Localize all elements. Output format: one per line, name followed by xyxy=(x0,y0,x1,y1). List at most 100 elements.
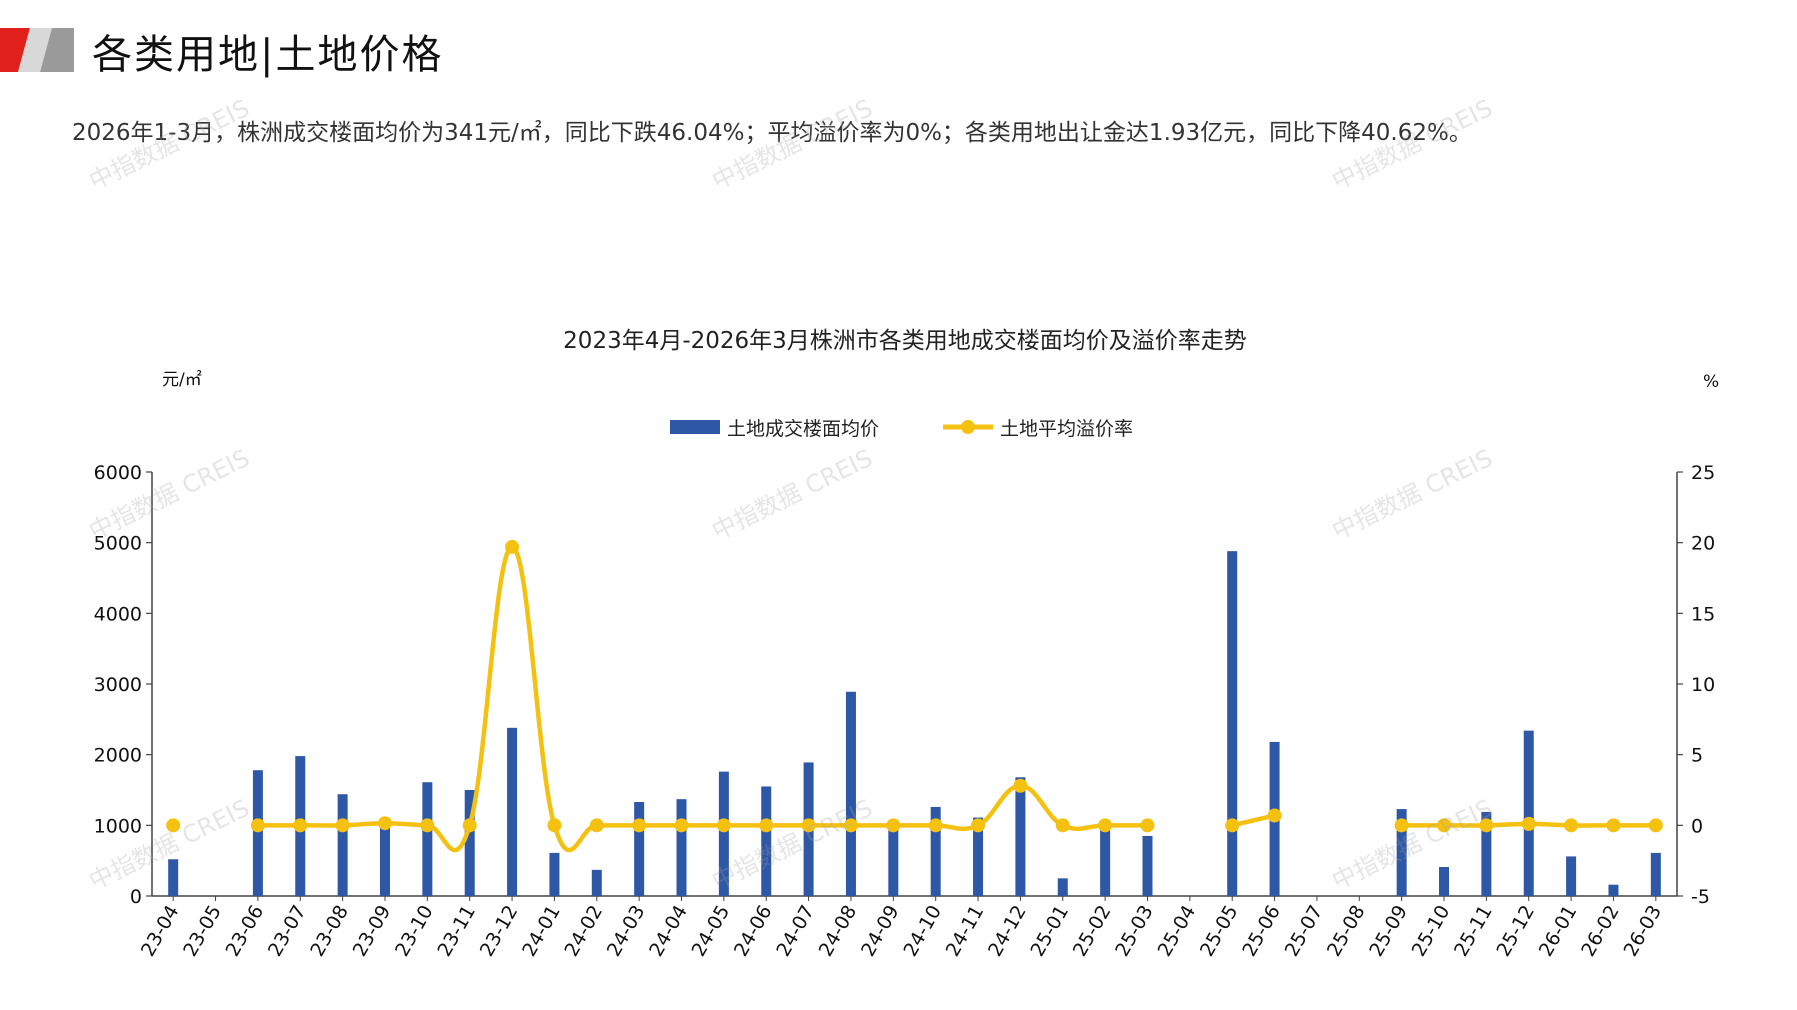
line-point xyxy=(293,818,308,833)
bar xyxy=(379,821,390,896)
bar xyxy=(1608,884,1619,896)
line-point xyxy=(1648,818,1663,833)
x-tick-label: 23-08 xyxy=(306,902,353,961)
bar xyxy=(676,799,687,896)
bar xyxy=(464,790,475,896)
line-point xyxy=(1606,818,1621,833)
line-series xyxy=(166,539,1663,853)
x-tick-label: 25-12 xyxy=(1492,902,1539,961)
bar xyxy=(634,802,645,896)
x-tick-label: 23-04 xyxy=(137,902,184,961)
x-tick-label: 24-04 xyxy=(645,902,692,961)
y-right-tick-label: 20 xyxy=(1691,533,1715,555)
bar xyxy=(845,691,856,896)
x-tick-label: 25-09 xyxy=(1365,902,1412,961)
line-point xyxy=(1267,808,1282,823)
x-tick-label: 23-06 xyxy=(222,902,269,961)
x-tick-label: 25-05 xyxy=(1196,902,1243,961)
x-tick-label: 25-11 xyxy=(1450,902,1497,961)
line-point xyxy=(632,818,647,833)
bar xyxy=(1439,867,1450,896)
bar xyxy=(337,794,348,896)
y-left-tick-label: 4000 xyxy=(94,603,142,625)
brand-logo xyxy=(0,28,74,72)
x-tick-labels: 23-0423-0523-0623-0723-0823-0923-1023-11… xyxy=(137,896,1666,960)
x-tick-label: 24-02 xyxy=(560,902,607,961)
line-point xyxy=(250,818,265,833)
bar xyxy=(973,817,984,896)
x-tick-label: 24-12 xyxy=(984,902,1031,961)
x-tick-label: 25-03 xyxy=(1111,902,1158,961)
x-tick-label: 23-11 xyxy=(433,902,480,961)
x-tick-label: 26-01 xyxy=(1535,902,1582,961)
x-tick-label: 24-05 xyxy=(688,902,735,961)
line-point xyxy=(1225,818,1240,833)
line-point xyxy=(335,818,350,833)
page-title: 各类用地|土地价格 xyxy=(92,32,444,78)
line-point xyxy=(1055,818,1070,833)
line-point xyxy=(589,818,604,833)
line-point xyxy=(1013,778,1028,793)
legend-line-label: 土地平均溢价率 xyxy=(1000,418,1133,440)
bar xyxy=(591,869,602,896)
line-point xyxy=(462,818,477,833)
line-point xyxy=(1098,818,1113,833)
bar xyxy=(507,727,518,896)
line-point xyxy=(843,818,858,833)
y-right-tick-label: 5 xyxy=(1691,745,1703,767)
bar xyxy=(930,806,941,896)
x-tick-label: 25-08 xyxy=(1323,902,1370,961)
x-tick-label: 25-07 xyxy=(1281,902,1328,961)
bar xyxy=(168,859,179,896)
bar xyxy=(1650,852,1661,896)
logo-light-shape xyxy=(18,28,52,72)
line-point xyxy=(1479,818,1494,833)
line-path xyxy=(257,544,1148,853)
line-point xyxy=(547,818,562,833)
line-point xyxy=(1564,818,1579,833)
bar xyxy=(1481,811,1492,896)
x-tick-label: 24-03 xyxy=(603,902,650,961)
y-right-tick-label: 15 xyxy=(1691,603,1715,625)
y-left-tick-label: 6000 xyxy=(94,462,142,484)
bar xyxy=(252,770,263,896)
x-tick-label: 26-02 xyxy=(1577,902,1624,961)
y-right-unit: % xyxy=(1703,372,1719,392)
x-tick-label: 23-05 xyxy=(179,902,226,961)
y-left-ticks: 0 1000 2000 3000 4000 5000 6000 xyxy=(94,462,152,908)
line-point xyxy=(377,816,392,831)
line-point xyxy=(1394,818,1409,833)
x-tick-label: 24-01 xyxy=(518,902,565,961)
x-tick-label: 25-02 xyxy=(1069,902,1116,961)
summary-text: 2026年1-3月，株洲成交楼面均价为341元/㎡，同比下跌46.04%；平均溢… xyxy=(72,120,1472,146)
line-point xyxy=(1437,818,1452,833)
legend-line-marker xyxy=(961,420,975,434)
line-point xyxy=(928,818,943,833)
chart-title: 2023年4月-2026年3月株洲市各类用地成交楼面均价及溢价率走势 xyxy=(563,328,1247,354)
y-right-tick-label: 25 xyxy=(1691,462,1715,484)
line-point xyxy=(166,818,181,833)
y-right-tick-label: 10 xyxy=(1691,674,1715,696)
bar xyxy=(1015,777,1026,896)
bar xyxy=(1227,551,1238,896)
x-tick-label: 24-10 xyxy=(899,902,946,961)
x-tick-label: 25-01 xyxy=(1026,902,1073,961)
x-tick-label: 25-04 xyxy=(1154,902,1201,961)
x-tick-label: 24-11 xyxy=(942,902,989,961)
logo-red-shape xyxy=(0,28,30,72)
line-point xyxy=(759,818,774,833)
line-point xyxy=(971,818,986,833)
line-point xyxy=(1140,818,1155,833)
bar xyxy=(1057,878,1068,896)
y-left-tick-label: 5000 xyxy=(94,533,142,555)
line-point xyxy=(1521,816,1536,831)
line-point xyxy=(716,818,731,833)
line-point xyxy=(886,818,901,833)
x-tick-label: 24-06 xyxy=(730,902,777,961)
x-tick-label: 24-09 xyxy=(857,902,904,961)
y-left-tick-label: 2000 xyxy=(94,745,142,767)
bar xyxy=(761,786,772,896)
legend-bar-label: 土地成交楼面均价 xyxy=(727,418,879,440)
y-left-unit: 元/㎡ xyxy=(162,370,202,390)
